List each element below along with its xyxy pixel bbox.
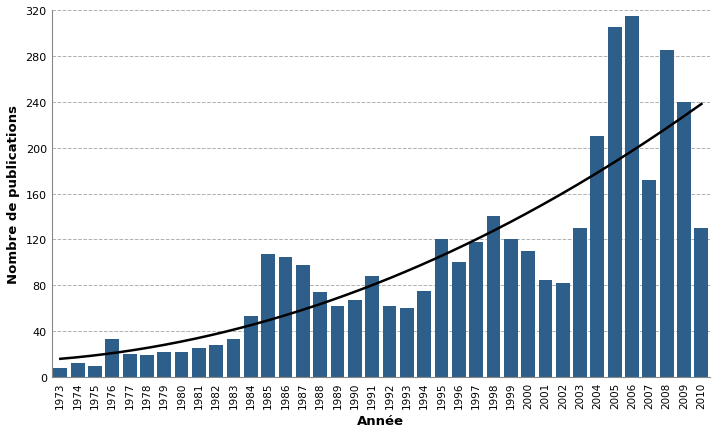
Bar <box>53 368 67 377</box>
Bar <box>157 352 171 377</box>
Bar <box>313 293 327 377</box>
Bar <box>71 364 85 377</box>
Bar <box>625 16 639 377</box>
Bar <box>573 228 587 377</box>
Bar <box>192 349 206 377</box>
Bar <box>348 301 362 377</box>
Bar <box>244 316 258 377</box>
Bar <box>175 352 189 377</box>
Bar <box>88 366 102 377</box>
Bar <box>469 242 483 377</box>
Bar <box>123 355 136 377</box>
Bar <box>400 309 414 377</box>
Bar <box>435 240 448 377</box>
Bar <box>296 265 310 377</box>
Bar <box>383 306 397 377</box>
Bar <box>261 255 275 377</box>
X-axis label: Année: Année <box>357 414 404 427</box>
Bar <box>538 280 552 377</box>
Bar <box>417 291 431 377</box>
Bar <box>504 240 518 377</box>
Bar <box>105 339 119 377</box>
Bar <box>452 263 466 377</box>
Bar <box>331 306 344 377</box>
Bar <box>660 51 674 377</box>
Bar <box>591 137 604 377</box>
Bar <box>608 28 622 377</box>
Bar <box>487 217 500 377</box>
Bar <box>556 283 570 377</box>
Bar <box>279 257 293 377</box>
Y-axis label: Nombre de publications: Nombre de publications <box>7 105 20 283</box>
Bar <box>695 228 708 377</box>
Bar <box>365 276 379 377</box>
Bar <box>642 181 656 377</box>
Bar <box>209 345 223 377</box>
Bar <box>227 339 240 377</box>
Bar <box>140 355 154 377</box>
Bar <box>521 251 535 377</box>
Bar <box>677 102 691 377</box>
